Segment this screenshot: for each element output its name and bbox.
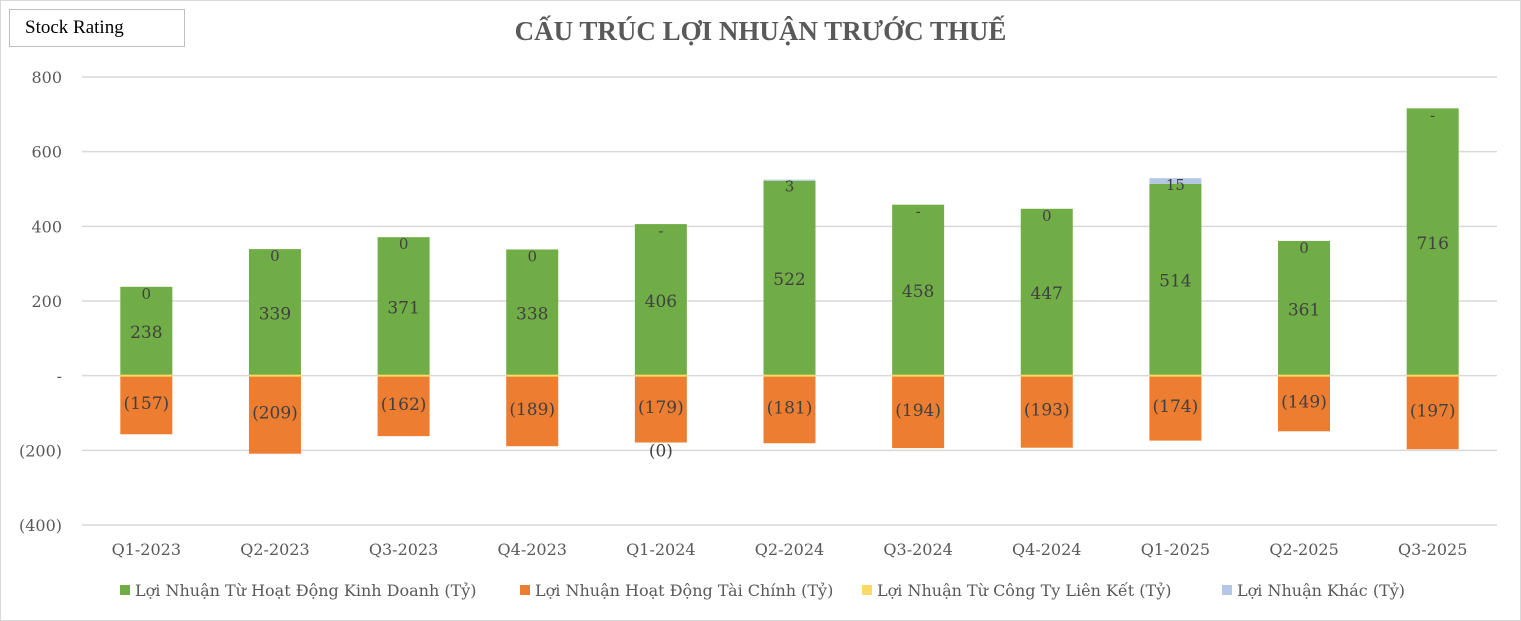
data-label-2: (149) [1281, 392, 1327, 412]
data-label-1: 406 [645, 292, 677, 312]
bar-3 [1278, 374, 1331, 377]
y-tick-label: 600 [31, 143, 62, 162]
bar-3 [1149, 374, 1202, 377]
data-label-1: 371 [387, 298, 419, 318]
legend-label: Lợi Nhuận Khác (Tỷ) [1237, 581, 1405, 600]
legend-label: Lợi Nhuận Từ Hoạt Động Kinh Doanh (Tỷ) [135, 581, 477, 600]
x-tick-label: Q2-2023 [240, 540, 309, 559]
bar-2 [377, 375, 430, 437]
bar-2 [1406, 375, 1459, 450]
bar-1 [1149, 183, 1202, 376]
data-label-4: 0 [1042, 207, 1052, 225]
bar-1 [248, 249, 301, 376]
data-label-2: (179) [638, 398, 684, 418]
legend-swatch [520, 585, 530, 595]
x-tick-label: Q4-2024 [1012, 540, 1081, 559]
chart-title: CẤU TRÚC LỢI NHUẬN TRƯỚC THUẾ [514, 16, 1007, 46]
bar-3 [248, 374, 301, 377]
legend-swatch [1222, 585, 1232, 595]
data-label-1: 447 [1031, 284, 1063, 304]
data-label-2: (193) [1024, 401, 1070, 421]
data-label-2: (174) [1153, 397, 1199, 417]
data-label-2: (209) [252, 404, 298, 424]
data-label-1: 458 [902, 282, 934, 302]
data-label-2: (194) [895, 401, 941, 421]
bar-1 [120, 286, 173, 376]
bar-2 [506, 375, 559, 447]
y-tick-label: 200 [31, 292, 62, 311]
data-label-3: (0) [649, 441, 673, 461]
x-tick-label: Q3-2023 [369, 540, 438, 559]
data-label-4: 0 [142, 285, 152, 303]
bar-3 [763, 374, 816, 377]
data-label-4: - [658, 222, 663, 240]
bar-2 [120, 375, 173, 435]
data-label-2: (189) [509, 400, 555, 420]
bar-2 [1149, 375, 1202, 441]
y-tick-label: (200) [19, 441, 62, 460]
bar-2 [1020, 375, 1073, 448]
x-tick-label: Q3-2025 [1398, 540, 1467, 559]
data-label-2: (162) [381, 395, 427, 415]
bar-4 [763, 179, 816, 181]
bar-2 [634, 375, 687, 443]
data-label-1: 339 [259, 304, 291, 324]
y-tick-label: - [57, 367, 62, 386]
data-label-1: 716 [1416, 234, 1448, 254]
bar-4 [1149, 178, 1202, 184]
legend-swatch [862, 585, 872, 595]
bar-3 [892, 374, 945, 377]
x-tick-label: Q3-2024 [883, 540, 952, 559]
data-label-4: 0 [1299, 239, 1309, 257]
data-label-4: 15 [1166, 176, 1185, 194]
bar-2 [1278, 375, 1331, 432]
bar-1 [506, 249, 559, 376]
bar-3 [1020, 374, 1073, 377]
data-label-2: (181) [767, 398, 813, 418]
data-label-2: (197) [1410, 401, 1456, 421]
bar-1 [763, 180, 816, 376]
bar-2 [892, 375, 945, 449]
data-label-2: (157) [123, 394, 169, 414]
data-label-4: 0 [527, 247, 537, 265]
y-tick-label: 800 [31, 68, 62, 87]
data-label-4: 3 [785, 178, 795, 196]
data-label-1: 522 [773, 270, 805, 290]
data-label-1: 361 [1288, 300, 1320, 320]
bar-1 [634, 224, 687, 376]
x-tick-label: Q1-2023 [112, 540, 181, 559]
bar-3 [634, 374, 687, 377]
bar-3 [120, 374, 173, 377]
x-tick-label: Q2-2025 [1269, 540, 1338, 559]
data-label-4: 0 [399, 235, 409, 253]
data-label-4: - [1430, 106, 1435, 124]
data-label-4: 0 [270, 247, 280, 265]
legend-label: Lợi Nhuận Hoạt Động Tài Chính (Tỷ) [535, 581, 833, 600]
x-tick-label: Q4-2023 [498, 540, 567, 559]
bar-1 [1020, 208, 1073, 376]
x-tick-label: Q1-2024 [626, 540, 695, 559]
data-label-1: 238 [130, 323, 162, 343]
y-tick-label: (400) [19, 516, 62, 535]
bar-2 [248, 375, 301, 454]
data-label-1: 338 [516, 305, 548, 325]
x-tick-label: Q2-2024 [755, 540, 824, 559]
bar-1 [1406, 108, 1459, 376]
stock-rating-button[interactable]: Stock Rating [9, 9, 185, 47]
data-label-4: - [916, 203, 921, 221]
bar-1 [1278, 240, 1331, 376]
bar-1 [377, 237, 430, 376]
legend-label: Lợi Nhuận Từ Công Ty Liên Kết (Tỷ) [877, 581, 1171, 600]
bar-3 [506, 374, 559, 377]
data-label-1: 514 [1159, 272, 1191, 292]
x-tick-label: Q1-2025 [1141, 540, 1210, 559]
bar-1 [892, 204, 945, 376]
bar-3 [377, 374, 430, 377]
bar-2 [763, 375, 816, 444]
y-tick-label: 400 [31, 217, 62, 236]
legend-swatch [120, 585, 130, 595]
bar-3 [1406, 374, 1459, 377]
